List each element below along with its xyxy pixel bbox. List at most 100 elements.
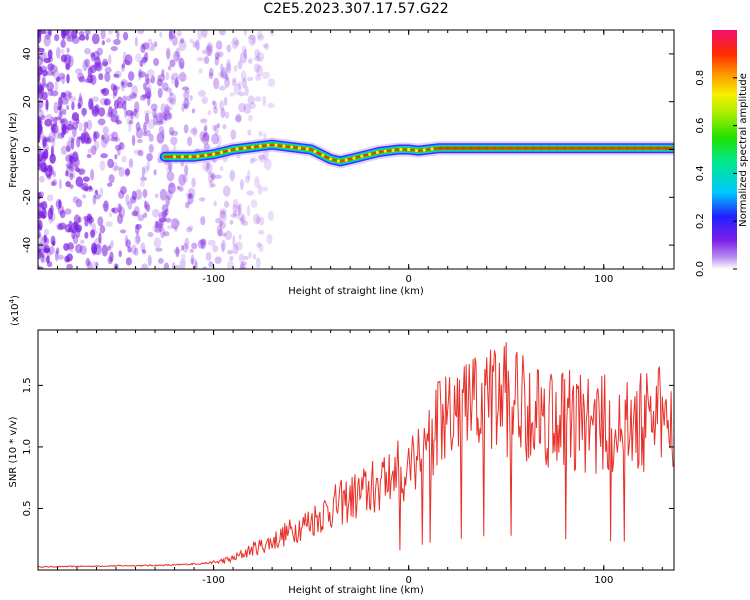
noise-dot <box>267 210 274 221</box>
noise-dot <box>38 165 45 172</box>
noise-dot <box>75 167 80 173</box>
noise-dot <box>175 246 180 258</box>
ridge-peak-dot <box>368 152 372 156</box>
noise-dot <box>237 60 243 70</box>
noise-dot <box>215 52 220 60</box>
noise-dot <box>248 58 253 64</box>
noise-dot <box>258 242 264 253</box>
noise-dot <box>62 108 67 116</box>
noise-dot <box>43 234 47 243</box>
noise-dot <box>219 208 227 215</box>
noise-dot <box>42 234 49 245</box>
noise-dot <box>84 219 89 227</box>
noise-dot <box>258 229 265 235</box>
noise-dot <box>154 40 158 48</box>
noise-dot <box>240 214 247 224</box>
noise-dot <box>140 43 146 53</box>
x-tick-label: -100 <box>202 575 225 586</box>
colorbar: 0.0 0.2 0.4 0.6 0.8 Normalized spectral ampl… <box>695 30 749 277</box>
noise-dot <box>117 213 124 225</box>
noise-dot <box>174 264 182 269</box>
noise-dot <box>108 243 114 249</box>
noise-dot <box>214 56 220 66</box>
noise-dot <box>127 201 133 210</box>
noise-dot <box>84 48 91 55</box>
noise-dot <box>41 252 45 258</box>
noise-dot <box>60 48 65 54</box>
noise-dot <box>181 86 190 91</box>
noise-dot <box>56 46 61 59</box>
noise-dot <box>157 258 164 264</box>
noise-dot <box>161 129 165 139</box>
noise-dot <box>80 182 89 191</box>
noise-dot <box>62 30 70 37</box>
noise-dot <box>38 266 44 269</box>
ridge-peak-dot <box>461 146 465 150</box>
noise-dot <box>258 216 265 226</box>
noise-dot <box>244 175 250 184</box>
noise-dot <box>111 131 118 140</box>
noise-dot <box>181 253 186 260</box>
noise-dot <box>191 177 196 188</box>
noise-dot <box>165 72 170 81</box>
noise-dot <box>239 263 247 269</box>
noise-dot <box>133 108 137 117</box>
noise-dot <box>255 257 261 269</box>
noise-dot <box>78 76 86 83</box>
noise-dot <box>45 237 50 245</box>
noise-dot <box>251 157 258 162</box>
ridge-peak-dot <box>329 157 333 161</box>
noise-dot <box>251 37 255 44</box>
noise-dot <box>237 203 243 214</box>
noise-dot <box>55 247 60 256</box>
noise-dot <box>38 88 43 98</box>
noise-dot <box>45 173 53 179</box>
noise-dot <box>71 115 77 122</box>
noise-dot <box>83 121 89 129</box>
noise-dot <box>98 107 106 117</box>
ridge-peak-dot <box>297 146 302 150</box>
ridge-peak-dot <box>313 149 317 154</box>
noise-dot <box>145 129 151 137</box>
noise-dot <box>136 139 143 144</box>
noise-dot <box>90 51 95 58</box>
noise-dot <box>41 91 48 101</box>
noise-dot <box>218 30 226 36</box>
noise-dot <box>91 222 96 233</box>
noise-dot <box>110 240 114 246</box>
noise-dot <box>75 176 84 188</box>
noise-dot <box>182 174 189 183</box>
noise-dot <box>235 115 242 122</box>
noise-dot <box>197 89 206 97</box>
noise-dot <box>235 241 243 251</box>
noise-dot <box>97 118 106 126</box>
noise-dot <box>217 51 224 58</box>
noise-dot <box>158 222 163 232</box>
noise-dot <box>147 38 153 46</box>
noise-dot <box>96 47 104 56</box>
ridge-peak-dot <box>602 146 606 150</box>
noise-dot <box>64 90 71 101</box>
noise-dot <box>98 73 104 81</box>
noise-dot <box>200 118 207 123</box>
noise-dot <box>110 46 118 52</box>
x-tick-label: 100 <box>594 274 613 285</box>
noise-dot <box>58 72 66 80</box>
noise-dot <box>88 98 94 111</box>
noise-dot <box>221 242 225 253</box>
noise-dot <box>189 95 193 101</box>
noise-dot <box>100 153 108 159</box>
noise-dot <box>40 30 47 35</box>
noise-dot <box>141 166 145 178</box>
noise-dot <box>104 71 111 82</box>
noise-dot <box>38 248 45 254</box>
noise-dot <box>92 50 100 61</box>
noise-dot <box>179 258 186 269</box>
snr-panel: -100 0 100 0.5 1.0 1.5 Height of straight li… <box>8 295 675 596</box>
noise-dot <box>40 126 44 134</box>
ridge-peak-dot <box>664 146 668 150</box>
noise-dot <box>247 169 251 181</box>
noise-dot <box>153 57 160 67</box>
noise-dot <box>45 70 54 76</box>
spectrogram-marks <box>38 30 674 269</box>
